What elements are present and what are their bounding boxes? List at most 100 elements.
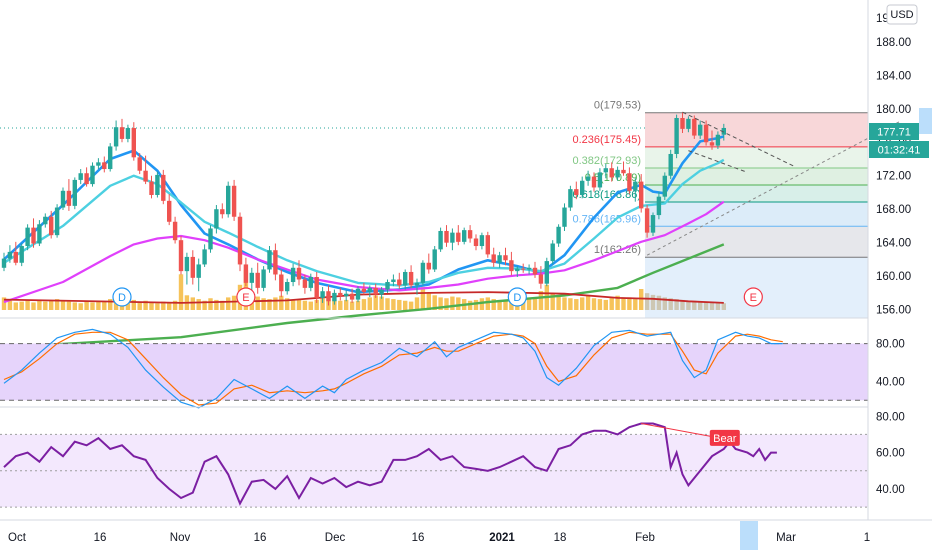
candle-down	[426, 262, 431, 270]
price-tick-label: 188.00	[876, 37, 911, 49]
volume-bar	[367, 297, 372, 310]
rsi-axis[interactable]: 80.00 60.00 40.00	[876, 411, 905, 496]
price-tick-label: 160.00	[876, 271, 911, 283]
volume-bar	[538, 291, 544, 310]
stochastic-axis[interactable]: 80.00 40.00	[876, 339, 905, 389]
time-range-highlight	[740, 521, 758, 550]
volume-bar	[37, 300, 42, 310]
candle-up	[367, 287, 372, 293]
candle-up	[90, 165, 95, 185]
volume-bar	[19, 301, 24, 310]
stochastic-k-line	[3, 328, 783, 409]
volume-bar	[296, 299, 302, 310]
volume-bar	[149, 302, 154, 310]
volume-bar	[391, 299, 396, 310]
volume-bar	[161, 301, 166, 310]
volume-bar	[574, 299, 579, 310]
candle-up	[556, 226, 561, 244]
candle-down	[397, 279, 402, 286]
candle-down	[485, 235, 490, 255]
event-marker-label: E	[750, 292, 757, 304]
candle-down	[131, 128, 136, 158]
candle-up	[7, 251, 13, 259]
candle-down	[538, 274, 544, 284]
volume-bar	[1, 297, 7, 310]
time-axis[interactable]: Oct 16 Nov 16 Dec 16 2021 18 Feb Mar 1	[8, 521, 870, 550]
candle-up	[450, 232, 455, 243]
fib-zone	[645, 167, 868, 186]
volume-bar	[231, 295, 237, 310]
volume-bar	[556, 295, 561, 310]
volume-bar	[715, 302, 721, 310]
candle-up	[208, 228, 213, 250]
fib-zone	[645, 146, 868, 168]
volume-bar	[467, 300, 473, 310]
candle-down	[639, 181, 644, 209]
volume-bar	[591, 298, 597, 310]
volume-bar	[721, 303, 726, 310]
candle-up	[580, 180, 585, 195]
stochastic-tick-label: 40.00	[876, 376, 905, 388]
volume-bar	[585, 295, 591, 310]
stochastic-d-line	[3, 331, 783, 406]
countdown-badge: 01:32:41	[869, 141, 929, 158]
candle-down	[190, 256, 195, 278]
volume-bar	[420, 286, 426, 310]
fib-level-label: 0.786(165.96)	[573, 213, 642, 225]
candle-down	[296, 267, 302, 280]
volume-bar	[90, 302, 95, 310]
volume-bar	[72, 302, 77, 310]
stochastic-pane[interactable]	[0, 328, 868, 409]
candle-down	[255, 272, 260, 288]
candle-down	[532, 267, 538, 275]
price-tick-label: 156.00	[876, 305, 911, 317]
candlestick-series[interactable]	[1, 112, 726, 306]
candle-up	[585, 176, 591, 181]
volume-bar	[108, 299, 113, 310]
currency-button[interactable]: USD	[886, 4, 918, 25]
volume-bar	[633, 299, 638, 310]
candle-down	[237, 216, 243, 265]
candle-down	[503, 255, 508, 261]
earnings-marker	[236, 287, 256, 307]
candle-up	[562, 207, 567, 227]
time-tick-label: Nov	[170, 532, 191, 544]
fib-zone	[645, 226, 868, 258]
fib-zone	[645, 202, 868, 227]
time-tick-label: 16	[94, 532, 107, 544]
rsi-pane[interactable]: Bear	[0, 422, 868, 508]
currency-label: USD	[890, 9, 913, 21]
volume-bar	[627, 297, 632, 310]
candle-up	[650, 215, 656, 233]
volume-bar	[202, 300, 207, 310]
volume-bar	[167, 302, 172, 310]
candle-down	[243, 264, 249, 283]
candle-up	[615, 169, 620, 178]
time-tick-label: 1	[864, 532, 870, 544]
fib-level-label: 0.236(175.45)	[573, 134, 642, 146]
volume-bar	[131, 299, 136, 310]
candle-down	[609, 168, 614, 178]
candle-up	[249, 272, 254, 283]
candle-up	[526, 267, 532, 270]
candle-up	[202, 249, 207, 265]
time-tick-label: 2021	[489, 532, 515, 544]
candle-down	[49, 216, 54, 236]
candle-down	[467, 230, 473, 239]
time-tick-label: Mar	[776, 532, 796, 544]
candle-down	[143, 170, 148, 182]
time-tick-label: Dec	[325, 532, 346, 544]
candle-down	[703, 124, 709, 143]
trendlines[interactable]	[646, 111, 901, 256]
candle-down	[456, 232, 461, 242]
event-marker-label: D	[118, 292, 126, 304]
volume-bar	[609, 297, 614, 310]
volume-bar	[25, 299, 30, 310]
candle-up	[214, 209, 219, 229]
candle-down	[692, 118, 697, 136]
candle-up	[54, 207, 60, 236]
candle-down	[31, 227, 36, 244]
candle-down	[161, 174, 166, 201]
